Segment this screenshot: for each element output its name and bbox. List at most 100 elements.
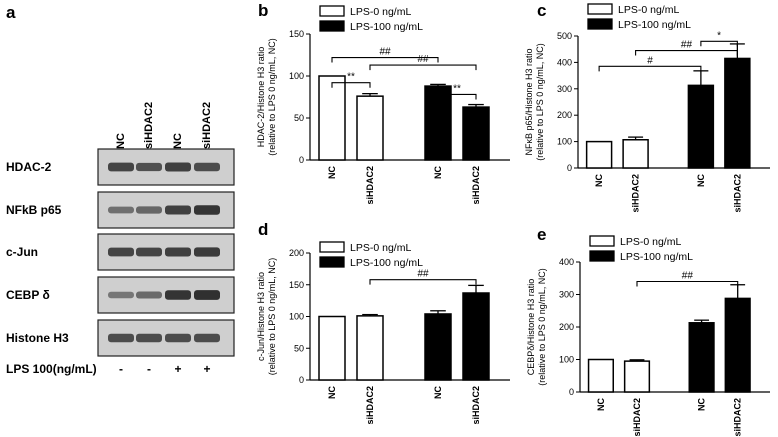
blot-band <box>165 247 191 257</box>
significance-label: ## <box>681 40 693 51</box>
blot-band <box>108 206 134 214</box>
bar <box>585 140 613 169</box>
legend-label-open: LPS-0 ng/mL <box>350 242 411 254</box>
legend-label-open: LPS-0 ng/mL <box>350 6 411 18</box>
blot-band <box>194 162 220 172</box>
blot-panel: a NC siHDAC2 NC siHDAC2 HDAC-2 NFkB p65 c-Jun CE… <box>6 3 235 376</box>
significance-label: * <box>717 30 721 41</box>
blot-band <box>165 205 191 215</box>
blot-band <box>194 247 220 257</box>
bar <box>687 84 715 169</box>
bar <box>424 313 452 381</box>
bar <box>622 139 649 169</box>
category-label: siHDAC2 <box>365 166 375 205</box>
blot-row-label: HDAC-2 <box>6 160 52 174</box>
y-tick-label: 100 <box>289 312 304 322</box>
category-label: siHDAC2 <box>732 174 742 213</box>
lane-label: siHDAC2 <box>143 102 155 149</box>
y-axis-label: CEBPδ/Histone H3 ratio <box>526 279 536 376</box>
blot-band <box>165 290 191 300</box>
bar <box>724 57 751 169</box>
category-label: NC <box>433 166 443 179</box>
blot-band <box>136 206 162 214</box>
bar <box>724 297 751 393</box>
bar <box>462 292 490 381</box>
lane-label: siHDAC2 <box>201 102 213 149</box>
y-axis-label: NFκB p65/Histone H3 ratio <box>524 48 534 155</box>
significance-bracket <box>331 56 439 63</box>
significance-bracket <box>635 49 738 56</box>
chart-panel-b: b 0 50 100 150 HDAC-2/Histone H3 ratio (relati… <box>256 1 510 205</box>
legend-label-filled: LPS-100 ng/mL <box>620 251 693 263</box>
significance-bracket <box>598 65 702 72</box>
bar <box>318 315 346 381</box>
y-axis-label: (relative to LPS 0 ng/mL, NC) <box>535 43 545 161</box>
blot-band <box>136 291 162 299</box>
lane-label: NC <box>172 133 184 149</box>
significance-bracket <box>369 279 477 285</box>
lane-label: NC <box>115 133 127 149</box>
panel-letter: b <box>258 1 268 20</box>
y-tick-label: 200 <box>289 248 304 258</box>
y-axis-label: c-Jun/Histone H3 ratio <box>256 272 266 361</box>
significance-bracket <box>437 93 477 100</box>
lps-sign: - <box>119 362 123 376</box>
bar <box>688 322 715 393</box>
blot-row-label: CEBP δ <box>6 288 50 302</box>
category-label: NC <box>327 166 337 179</box>
y-tick-label: 50 <box>294 113 304 123</box>
legend-swatch-filled <box>319 256 345 268</box>
y-axis-label: HDAC-2/Histone H3 ratio <box>256 47 266 148</box>
significance-label: # <box>647 55 653 66</box>
legend-label-filled: LPS-100 ng/mL <box>350 257 423 269</box>
lps-sign: - <box>147 362 151 376</box>
significance-bracket <box>331 82 371 88</box>
chart-panel-c: c 0 100 200 300 400 500 NFκB p65/Histone H3 rat… <box>524 1 770 213</box>
category-label: siHDAC2 <box>632 398 642 437</box>
y-tick-label: 300 <box>559 290 574 300</box>
blot-band <box>165 333 191 343</box>
chart-panel-d: d 0 50 100 150 200 c-Jun/Histone H3 ratio (rela… <box>256 220 510 425</box>
significance-label: ## <box>417 54 429 65</box>
bar <box>462 106 490 161</box>
category-label: NC <box>596 398 606 411</box>
category-label: siHDAC2 <box>471 166 481 205</box>
legend-label-filled: LPS-100 ng/mL <box>350 21 423 33</box>
blot-band <box>194 205 220 215</box>
bar <box>587 358 614 393</box>
y-tick-label: 0 <box>299 375 304 385</box>
legend-label-filled: LPS-100 ng/mL <box>618 19 691 31</box>
legend-swatch-filled <box>589 250 615 262</box>
y-axis-label: (relative to LPS 0 ng/mL, NC) <box>267 38 277 156</box>
lps-sign: + <box>174 362 181 376</box>
y-tick-label: 400 <box>559 257 574 267</box>
panel-letter: d <box>258 220 268 239</box>
y-tick-label: 50 <box>294 343 304 353</box>
y-tick-label: 100 <box>559 355 574 365</box>
legend-swatch-filled <box>587 18 613 30</box>
lps-sign: + <box>203 362 210 376</box>
blot-band <box>136 333 162 343</box>
category-label: siHDAC2 <box>631 174 641 213</box>
legend-label-open: LPS-0 ng/mL <box>618 4 679 16</box>
significance-bracket <box>636 280 739 287</box>
bar <box>623 360 651 393</box>
legend-swatch-open <box>319 241 345 253</box>
bar <box>318 75 346 161</box>
category-label: NC <box>697 398 707 411</box>
y-tick-label: 100 <box>557 137 572 147</box>
y-tick-label: 0 <box>569 387 574 397</box>
panel-letter: e <box>537 225 546 244</box>
y-axis-label: (relative to LPS 0 ng/mL, NC) <box>537 268 547 386</box>
legend-swatch-open <box>589 235 615 247</box>
y-tick-label: 200 <box>559 322 574 332</box>
category-label: siHDAC2 <box>733 398 743 437</box>
significance-label: ** <box>453 83 461 94</box>
y-tick-label: 150 <box>289 280 304 290</box>
y-tick-label: 0 <box>567 163 572 173</box>
significance-label: ## <box>417 269 429 280</box>
blot-band <box>136 247 162 257</box>
category-label: NC <box>433 386 443 399</box>
category-label: siHDAC2 <box>471 386 481 425</box>
